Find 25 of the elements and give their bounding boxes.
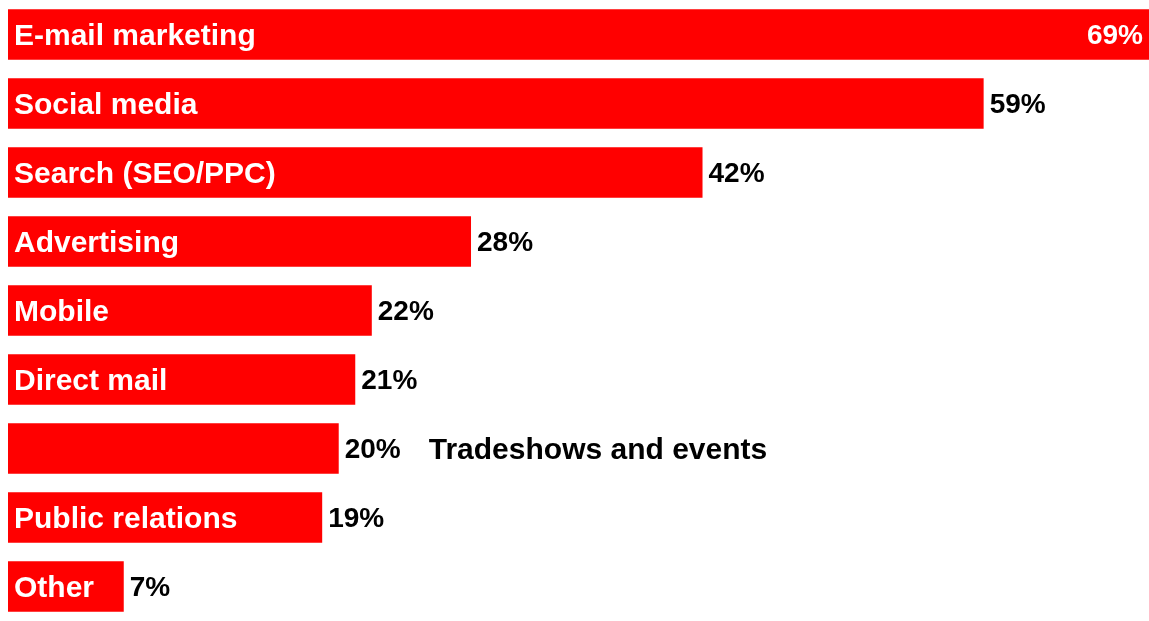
data-label: 19% bbox=[328, 502, 385, 533]
bar bbox=[8, 354, 356, 405]
y-tick-label: Public relations bbox=[14, 501, 238, 534]
data-label: 42% bbox=[708, 157, 765, 188]
y-tick-label: Direct mail bbox=[14, 363, 168, 396]
data-label: 20% bbox=[344, 433, 401, 464]
data-label: 59% bbox=[989, 88, 1046, 119]
data-label: 22% bbox=[377, 295, 434, 326]
y-tick-label: Social media bbox=[14, 87, 198, 120]
bar bbox=[8, 147, 703, 198]
bar bbox=[8, 216, 472, 267]
data-label: 28% bbox=[477, 226, 534, 257]
data-label: 21% bbox=[361, 364, 418, 395]
y-tick-label: Other bbox=[14, 570, 95, 603]
bar bbox=[8, 285, 372, 336]
y-tick-label: Search (SEO/PPC) bbox=[14, 156, 276, 189]
bar bbox=[8, 78, 984, 129]
bar bbox=[8, 9, 1149, 60]
bar bbox=[8, 423, 339, 474]
y-tick-label: Tradeshows and events bbox=[428, 432, 768, 465]
y-tick-label: Advertising bbox=[14, 225, 180, 258]
y-tick-label: E-mail marketing bbox=[14, 18, 256, 51]
data-label: 69% bbox=[1086, 19, 1144, 50]
y-tick-label: Mobile bbox=[14, 294, 109, 327]
data-label: 7% bbox=[129, 571, 171, 602]
